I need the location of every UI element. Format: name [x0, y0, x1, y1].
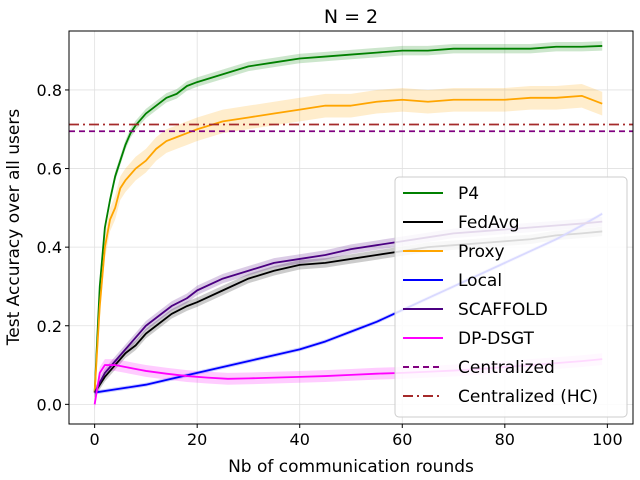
x-tick-label: 60: [392, 430, 412, 449]
x-tick-label: 100: [592, 430, 623, 449]
y-tick-label: 0.4: [37, 238, 62, 257]
y-tick-label: 0.8: [37, 81, 62, 100]
legend-label: P4: [458, 184, 479, 204]
y-axis-label: Test Accuracy over all users: [4, 109, 24, 347]
legend-label: FedAvg: [458, 213, 520, 233]
x-tick-label: 0: [90, 430, 100, 449]
plot-frame: [68, 30, 634, 425]
x-tick-label: 20: [187, 430, 207, 449]
legend-label: Centralized: [458, 358, 555, 378]
y-tick-label: 0.0: [37, 395, 62, 414]
legend-box: [394, 176, 628, 418]
series-p4-line: [93, 45, 603, 393]
y-tick-label: 0.6: [37, 160, 62, 179]
series-scaffold-band: [94, 216, 603, 398]
series-fedavg-band: [94, 226, 603, 398]
legend-label: Centralized (HC): [458, 387, 598, 407]
series-proxy-line: [93, 94, 603, 393]
legend: P4 FedAvg Proxy Local SCAFFOLD DP-DSGT Central…: [394, 176, 628, 418]
legend-label: SCAFFOLD: [458, 300, 548, 320]
legend-label: Local: [458, 271, 502, 291]
legend-label: Proxy: [458, 242, 505, 262]
chart-title: N = 2: [324, 6, 378, 28]
x-axis-label: Nb of communication rounds: [228, 457, 474, 477]
y-tick-label: 0.2: [37, 317, 62, 336]
y-axis-ticks: 0.0 0.2 0.4 0.6 0.8: [37, 81, 69, 414]
legend-label: DP-DSGT: [458, 329, 535, 349]
x-axis-ticks: 0 20 40 60 80 100: [90, 424, 623, 449]
x-tick-label: 80: [495, 430, 515, 449]
x-tick-label: 40: [290, 430, 310, 449]
